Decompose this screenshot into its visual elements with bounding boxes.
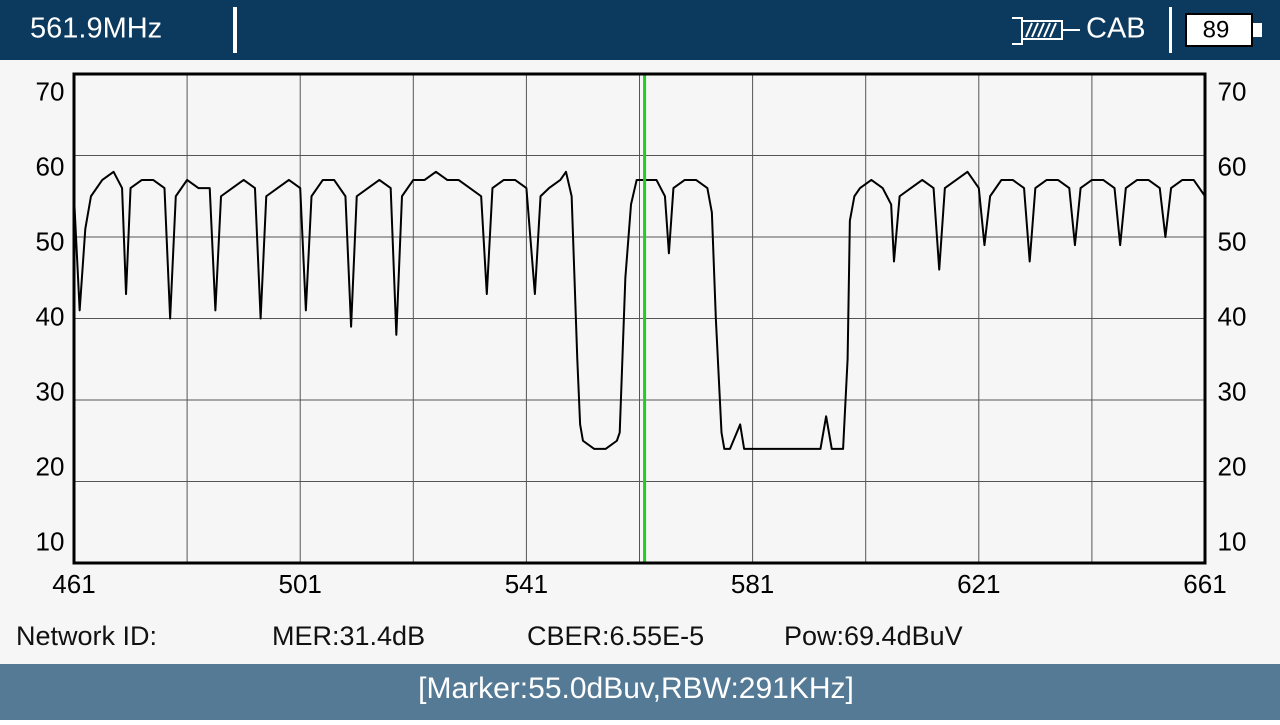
x-tick-label: 541	[505, 569, 548, 599]
y-tick-label-right: 20	[1218, 451, 1247, 481]
frequency: 561.9MHz	[30, 13, 162, 45]
y-tick-label-right: 50	[1218, 226, 1247, 256]
network-id: Network ID:	[16, 621, 157, 651]
separator	[233, 7, 237, 53]
y-tick-label: 20	[36, 451, 65, 481]
battery	[1185, 13, 1253, 47]
status-bar	[0, 664, 1280, 720]
y-tick-label-right: 40	[1218, 301, 1247, 331]
x-tick-label: 661	[1183, 569, 1226, 599]
y-tick-label: 30	[36, 376, 65, 406]
battery-nub	[1253, 23, 1262, 37]
plot-border	[72, 72, 1207, 565]
power: Pow:69.4dBuV	[784, 621, 963, 651]
antenna-icon	[1012, 17, 1080, 45]
x-tick-label: 621	[957, 569, 1000, 599]
separator	[1169, 7, 1172, 53]
y-tick-label-right: 70	[1218, 76, 1247, 106]
y-tick-label: 40	[36, 301, 65, 331]
y-tick-label: 60	[36, 151, 65, 181]
x-tick-label: 461	[52, 569, 95, 599]
y-tick-label-right: 30	[1218, 376, 1247, 406]
battery-level: 89	[1203, 16, 1230, 43]
cber: CBER:6.55E-5	[527, 621, 704, 651]
x-tick-label: 581	[731, 569, 774, 599]
mer: MER:31.4dB	[272, 621, 425, 651]
y-tick-label-right: 10	[1218, 526, 1247, 556]
y-tick-label: 70	[36, 76, 65, 106]
x-tick-label: 501	[279, 569, 322, 599]
y-tick-label: 10	[36, 526, 65, 556]
y-tick-label: 50	[36, 226, 65, 256]
y-tick-label-right: 60	[1218, 151, 1247, 181]
status-text: [Marker:55.0dBuv,RBW:291KHz]	[418, 672, 854, 705]
mode: CAB	[1086, 13, 1146, 45]
